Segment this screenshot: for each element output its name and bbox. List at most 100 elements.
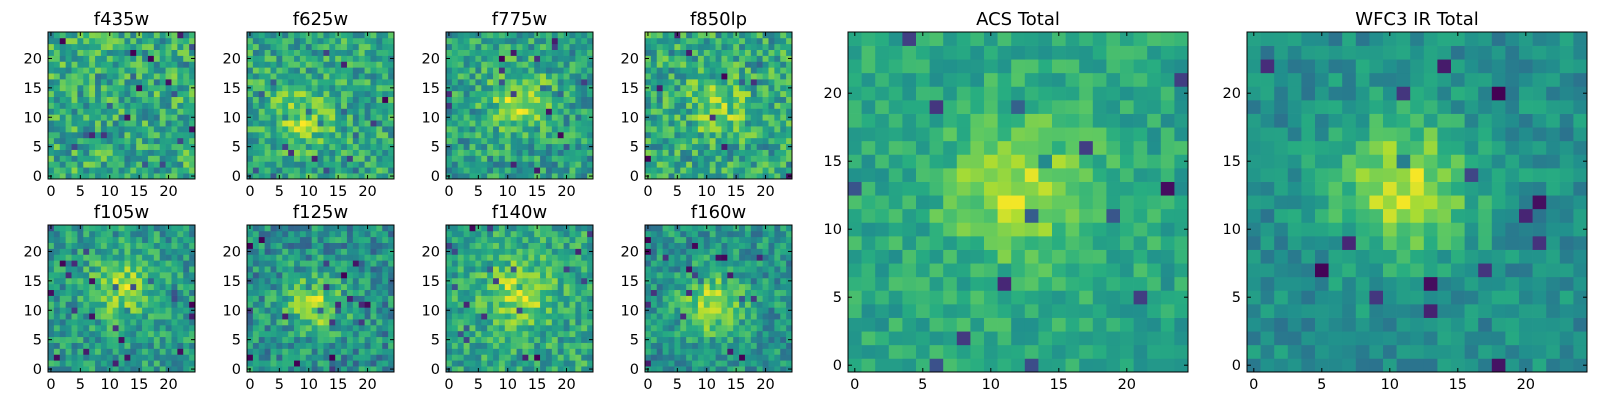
heatmap-cell bbox=[469, 114, 476, 121]
heatmap-cell bbox=[721, 283, 728, 291]
y-tick-label: 10 bbox=[621, 110, 639, 126]
heatmap-cell bbox=[569, 289, 576, 296]
heatmap-cell bbox=[756, 120, 763, 127]
heatmap-cell bbox=[522, 102, 529, 109]
heatmap-cell bbox=[376, 131, 383, 139]
heatmap-cell bbox=[551, 90, 559, 98]
heatmap-cell bbox=[329, 254, 336, 261]
heatmap-cell bbox=[136, 301, 143, 308]
heatmap-cell bbox=[305, 360, 313, 367]
heatmap-cell bbox=[528, 161, 535, 168]
heatmap-cell bbox=[153, 342, 161, 349]
heatmap-cell bbox=[587, 266, 594, 273]
heatmap-cell bbox=[142, 266, 149, 273]
heatmap-cell bbox=[288, 366, 295, 373]
heatmap-cell bbox=[264, 360, 271, 367]
heatmap-cell bbox=[299, 61, 307, 68]
heatmap-cell bbox=[721, 32, 728, 39]
heatmap-cell bbox=[171, 173, 178, 180]
heatmap-cell bbox=[276, 295, 283, 302]
heatmap-cell bbox=[177, 32, 184, 39]
heatmap-cell bbox=[692, 37, 699, 45]
heatmap-cell bbox=[581, 120, 588, 127]
heatmap-cell bbox=[645, 90, 652, 98]
heatmap-cell bbox=[540, 96, 547, 103]
heatmap-cell bbox=[258, 114, 265, 121]
heatmap-cell bbox=[780, 96, 787, 103]
heatmap-cell bbox=[65, 336, 72, 343]
heatmap-cell bbox=[100, 167, 108, 174]
heatmap-cell bbox=[540, 307, 547, 314]
heatmap-cell bbox=[569, 313, 576, 320]
heatmap-cell bbox=[112, 242, 119, 249]
heatmap-cell bbox=[581, 49, 588, 56]
heatmap-cell bbox=[481, 307, 488, 314]
heatmap-cell bbox=[177, 79, 184, 86]
heatmap-cell bbox=[540, 120, 547, 127]
heatmap-cell bbox=[100, 137, 108, 145]
heatmap-cell bbox=[668, 55, 675, 62]
heatmap-cell bbox=[768, 114, 775, 121]
heatmap-cell bbox=[352, 149, 360, 156]
heatmap-cell bbox=[645, 126, 652, 133]
heatmap-cell bbox=[264, 324, 271, 332]
heatmap-cell bbox=[457, 272, 464, 279]
heatmap-cell bbox=[475, 289, 482, 296]
heatmap-cell bbox=[329, 120, 336, 127]
heatmap-cell bbox=[750, 289, 758, 296]
heatmap-cell bbox=[165, 330, 172, 338]
heatmap-cell bbox=[516, 126, 523, 133]
heatmap-cell bbox=[498, 37, 506, 45]
heatmap-cell bbox=[282, 143, 289, 150]
heatmap-cell bbox=[674, 360, 681, 367]
heatmap-cell bbox=[317, 131, 324, 139]
heatmap-cell bbox=[680, 90, 687, 98]
heatmap-cell bbox=[575, 230, 582, 238]
heatmap-cell bbox=[481, 108, 488, 115]
heatmap-cell bbox=[77, 307, 84, 314]
heatmap-cell bbox=[656, 155, 663, 162]
heatmap-cell bbox=[165, 242, 172, 249]
heatmap-cell bbox=[165, 167, 172, 174]
heatmap-cell bbox=[83, 102, 90, 109]
heatmap-cell bbox=[282, 248, 289, 255]
heatmap-cell bbox=[189, 49, 196, 56]
heatmap-cell bbox=[750, 307, 758, 314]
heatmap-cell bbox=[183, 277, 190, 285]
heatmap-cell bbox=[376, 260, 383, 267]
heatmap-cell bbox=[581, 131, 588, 139]
heatmap-cell bbox=[786, 289, 793, 296]
heatmap-cell bbox=[786, 131, 793, 139]
heatmap-cell bbox=[774, 295, 781, 302]
heatmap-cell bbox=[581, 289, 588, 296]
heatmap-cell bbox=[124, 137, 131, 145]
heatmap-cell bbox=[335, 295, 342, 302]
heatmap-cell bbox=[276, 84, 283, 92]
heatmap-cell bbox=[341, 360, 348, 367]
heatmap-cell bbox=[258, 230, 265, 238]
heatmap-cell bbox=[540, 254, 547, 261]
heatmap-cell bbox=[258, 149, 265, 156]
heatmap-cell bbox=[77, 90, 84, 98]
heatmap-cell bbox=[563, 120, 570, 127]
heatmap-cell bbox=[276, 307, 283, 314]
heatmap-cell bbox=[715, 366, 722, 373]
heatmap-cell bbox=[323, 90, 330, 98]
heatmap-cell bbox=[662, 155, 669, 162]
heatmap-cell bbox=[475, 301, 482, 308]
heatmap-cell bbox=[171, 96, 178, 103]
heatmap-cell bbox=[709, 43, 716, 50]
heatmap-cell bbox=[311, 102, 318, 109]
heatmap-cell bbox=[504, 277, 512, 285]
heatmap-cell bbox=[317, 61, 324, 68]
heatmap-cell bbox=[650, 313, 658, 320]
heatmap-cell bbox=[183, 84, 190, 92]
heatmap-cell bbox=[744, 131, 752, 139]
heatmap-cell bbox=[756, 348, 763, 355]
heatmap-cell bbox=[370, 348, 377, 355]
heatmap-cell bbox=[364, 301, 371, 308]
heatmap-cell bbox=[252, 254, 260, 261]
heatmap-cell bbox=[147, 354, 155, 361]
heatmap-cell bbox=[662, 43, 669, 50]
heatmap-cell bbox=[124, 149, 131, 156]
